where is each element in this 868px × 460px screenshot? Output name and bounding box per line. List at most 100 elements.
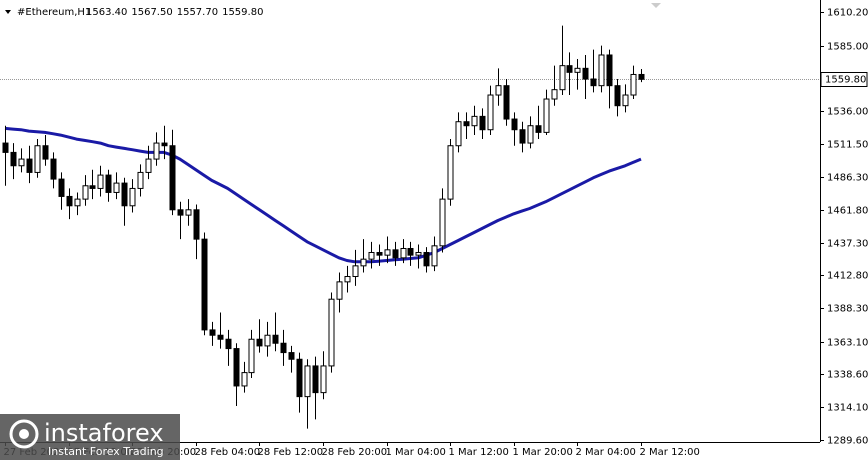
candle-body xyxy=(18,158,25,167)
candle-body xyxy=(511,118,518,131)
candle-body xyxy=(638,73,645,80)
y-tick-label: 1486.30 xyxy=(827,173,868,184)
candle-body xyxy=(384,249,391,256)
watermark-brand: instaforex xyxy=(44,419,164,447)
candle-body xyxy=(336,281,343,300)
candle-body xyxy=(288,352,295,360)
menu-arrow xyxy=(5,10,11,14)
candle-body xyxy=(535,125,542,133)
y-tick-label: 1585.00 xyxy=(827,42,868,53)
candle-body xyxy=(185,209,192,216)
candle-body xyxy=(137,171,144,189)
candle-body xyxy=(519,129,526,144)
candle-body xyxy=(487,94,494,131)
x-tick-label: 2 Mar 04:00 xyxy=(576,447,636,458)
candle-body xyxy=(89,185,96,189)
candle-body xyxy=(145,158,152,173)
watermark-tagline: Instant Forex Trading xyxy=(48,445,164,458)
candle-body xyxy=(479,115,486,131)
candle-body xyxy=(169,145,176,211)
candle-body xyxy=(97,174,104,189)
candle-body xyxy=(280,342,287,354)
candle-body xyxy=(105,174,112,193)
candle-body xyxy=(66,195,73,207)
candle-body xyxy=(527,125,534,144)
candle-body xyxy=(241,372,248,387)
candle-body xyxy=(630,73,637,96)
candle-body xyxy=(376,251,383,256)
y-tick-label: 1412.80 xyxy=(827,271,868,282)
candle-body xyxy=(74,198,81,207)
y-tick-label: 1536.00 xyxy=(827,107,868,118)
candle-body xyxy=(328,298,335,367)
y-tick-label: 1610.20 xyxy=(827,8,868,19)
candle-body xyxy=(58,178,65,197)
candle-body xyxy=(368,251,375,260)
candle-body xyxy=(574,67,581,73)
candle-body xyxy=(455,121,462,147)
candle-body xyxy=(471,115,478,127)
moving-average xyxy=(4,126,642,264)
candle-body xyxy=(495,85,502,96)
candle-body xyxy=(264,334,271,347)
candle-body xyxy=(217,334,224,340)
candle-body xyxy=(272,334,279,344)
candle-body xyxy=(209,329,216,336)
x-tick-label: 28 Feb 04:00 xyxy=(195,447,261,458)
candle-body xyxy=(559,65,566,91)
y-tick-label: 1289.60 xyxy=(827,436,868,447)
candle-body xyxy=(10,151,17,167)
header-value: 1567.50 xyxy=(131,7,172,18)
header-value: 1557.70 xyxy=(177,7,218,18)
watermark-logo xyxy=(9,419,39,449)
x-tick-label: 1 Mar 20:00 xyxy=(513,447,573,458)
candle-body xyxy=(598,54,605,87)
candle-body xyxy=(312,365,319,394)
candle-body xyxy=(566,65,573,73)
candle-body xyxy=(360,258,367,267)
candle-body xyxy=(304,365,311,398)
current-price-box xyxy=(820,72,868,87)
candle-body xyxy=(392,249,399,259)
candle-body xyxy=(320,365,327,394)
candle-body xyxy=(407,247,414,256)
x-tick-label: 28 Feb 12:00 xyxy=(258,447,324,458)
candle-body xyxy=(352,265,359,278)
candle-body xyxy=(344,276,351,283)
candle-body xyxy=(447,145,454,200)
x-tick-label: 1 Mar 04:00 xyxy=(386,447,446,458)
y-tick-label: 1388.30 xyxy=(827,304,868,315)
candle-body xyxy=(2,142,9,153)
candle-body xyxy=(26,158,33,173)
candle-body xyxy=(551,89,558,100)
candle-body xyxy=(503,85,510,120)
candle-body xyxy=(113,182,120,193)
header-value: 1563.40 xyxy=(86,7,127,18)
y-tick-label: 1461.80 xyxy=(827,206,868,217)
y-tick-label: 1363.10 xyxy=(827,338,868,349)
candle-body xyxy=(439,198,446,247)
candle-body xyxy=(201,238,208,331)
shift-marker xyxy=(651,3,661,8)
candle-body xyxy=(622,94,629,107)
candle-body xyxy=(193,209,200,240)
candle-body xyxy=(42,145,49,160)
symbol-title: #Ethereum,H1 xyxy=(17,7,91,18)
candle-body xyxy=(34,145,41,173)
candle-body xyxy=(582,67,589,80)
candle-body xyxy=(248,338,255,374)
candle-body xyxy=(233,348,240,387)
x-tick-label: 28 Feb 20:00 xyxy=(322,447,388,458)
candle-body xyxy=(400,247,407,259)
candle-body xyxy=(121,182,128,207)
y-tick-label: 1314.10 xyxy=(827,403,868,414)
candle-body xyxy=(296,358,303,398)
current-price-label: 1559.80 xyxy=(825,75,866,86)
candle-body xyxy=(463,121,470,127)
candle-body xyxy=(129,187,136,207)
candle-body xyxy=(225,338,232,350)
candle-body xyxy=(543,98,550,133)
